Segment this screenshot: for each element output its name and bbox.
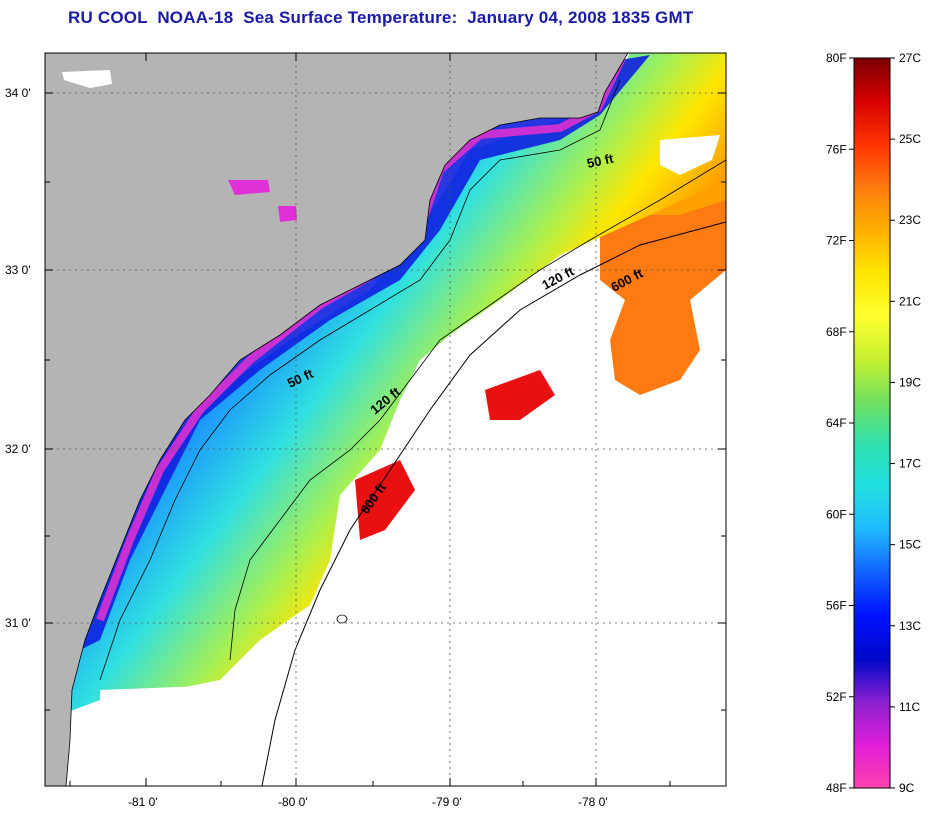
colorbar-f-label: 52F [826, 690, 847, 704]
isobath-120ft-line [229, 159, 726, 661]
colorbar-c-label: 25C [899, 132, 921, 146]
isobath-50ft-line [99, 79, 621, 681]
red-warm-patch [485, 370, 555, 420]
colorbar-c-label: 27C [899, 51, 921, 65]
colorbar-f-label: 76F [826, 142, 847, 156]
lon-label: -80 0' [278, 795, 308, 809]
inland-lake-patch [278, 206, 297, 222]
frame-ticks [45, 53, 726, 786]
colorbar-c-label: 11C [899, 700, 920, 714]
colorbar-f-label: 68F [826, 325, 847, 339]
colorbar-f-label: 48F [826, 781, 847, 795]
lon-label: -79 0' [432, 795, 462, 809]
lat-label: 33 0' [5, 263, 31, 277]
gulf-stream-warm-patch [600, 190, 726, 395]
shelf-water-sst [60, 53, 726, 715]
small-shoal-outline [336, 614, 348, 624]
colorbar-f-label: 64F [826, 416, 847, 430]
red-warm-patch [355, 460, 415, 540]
lon-label: -81 0' [128, 795, 158, 809]
colorbar-c-label: 17C [899, 457, 921, 471]
lat-label: 31 0' [5, 616, 31, 630]
colorbar-c-label: 23C [899, 213, 921, 227]
contour-label-50ft-north: 50 ft [586, 151, 616, 171]
colorbar-f-label: 80F [826, 51, 847, 65]
colorbar-f-label: 56F [826, 599, 847, 613]
colorbar [853, 57, 891, 789]
colorbar-f-label: 60F [826, 507, 847, 521]
map-title: RU COOL NOAA-18 Sea Surface Temperature:… [68, 8, 694, 27]
lat-label: 34 0' [5, 86, 31, 100]
lon-label: -78 0' [578, 795, 608, 809]
cloud-gap [660, 135, 720, 175]
colorbar-c-label: 15C [899, 538, 921, 552]
graticule [45, 53, 726, 786]
cloud-gap [100, 685, 240, 760]
land-coastline [45, 53, 629, 786]
isobath-600ft-line [261, 221, 726, 786]
colorbar-c-label: 19C [899, 375, 921, 389]
lat-label: 32 0' [5, 442, 31, 456]
colorbar-c-label: 13C [899, 619, 921, 633]
colorbar-f-label: 72F [826, 234, 847, 248]
colorbar-c-label: 21C [899, 294, 921, 308]
inland-lake-patch [228, 180, 270, 195]
inland-lake-patch [62, 70, 112, 88]
map-frame [44, 52, 727, 787]
colorbar-ticks: 80F 76F 72F 68F 64F 60F 56F 52F 48F 27C 25C 23C 21C 1… [826, 51, 921, 795]
colorbar-c-label: 9C [899, 781, 915, 795]
